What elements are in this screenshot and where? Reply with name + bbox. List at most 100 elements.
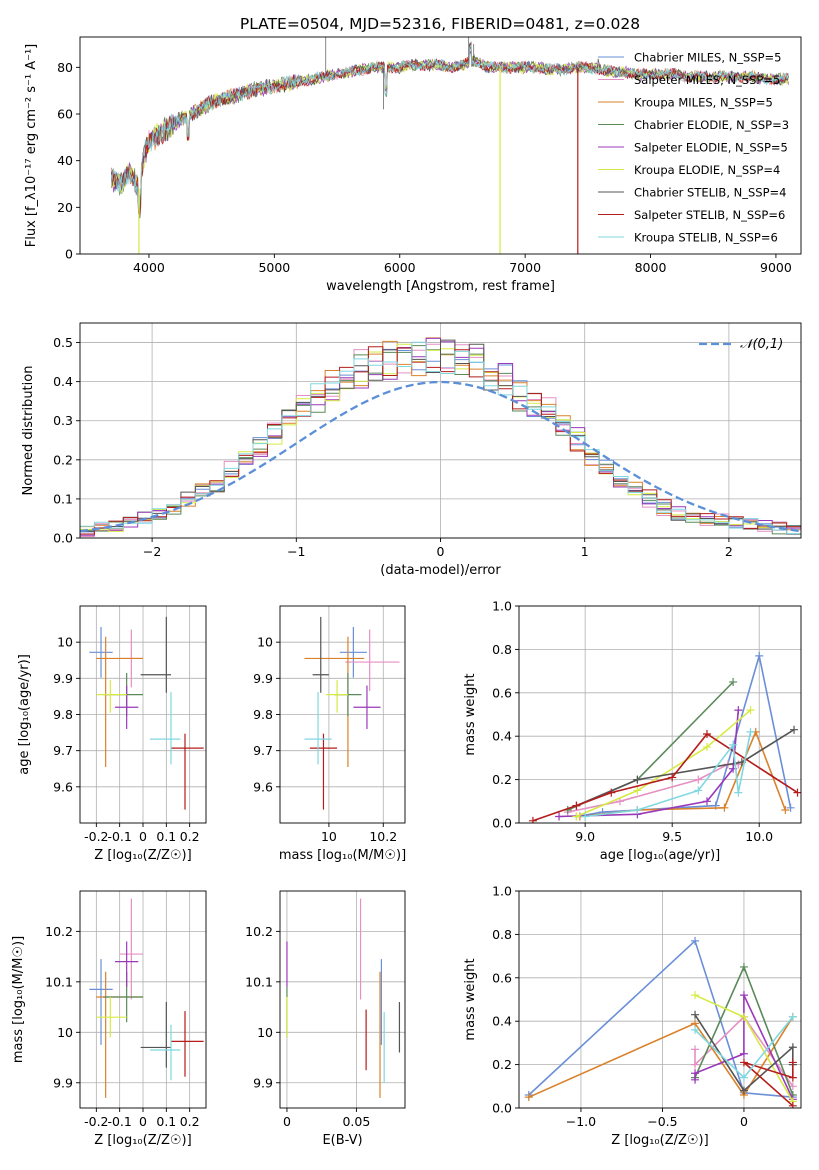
x-tick-label: 9000 (760, 260, 792, 275)
y-axis-label: mass weight (463, 958, 478, 1040)
y-tick-label: 9.7 (53, 743, 73, 758)
x-tick-label: -0.1 (107, 829, 131, 844)
normal-curve (80, 380, 801, 533)
residuals-panel: −2 −1 0 1 2 0.0 0.1 0.2 0.3 0.4 0.5 (data-model)/er… (21, 322, 802, 578)
x-tick-label: 9.5 (662, 829, 682, 844)
weight-point-marker (739, 962, 748, 971)
x-tick-label: −1.0 (566, 1114, 596, 1129)
weight-point-marker (668, 773, 677, 782)
x-axis-label: Z [log₁₀(Z/Z☉)] (94, 848, 191, 863)
weight-point-marker (691, 1060, 700, 1069)
plot-area (80, 337, 801, 538)
y-axis-label: Flux [f_λ10⁻¹⁷ erg cm⁻² s⁻¹ A⁻¹] (24, 44, 39, 248)
weight-point-marker (729, 740, 738, 749)
y-tick-label: 1.0 (492, 884, 512, 899)
x-tick-label: −1 (287, 544, 305, 559)
legend-label: Salpeter MILES, N_SSP=5 (634, 73, 780, 87)
legend-label: Chabrier ELODIE, N_SSP=3 (634, 118, 789, 132)
y-tick-label: 80 (57, 60, 73, 75)
x-tick-label: 2 (725, 544, 733, 559)
axes-decoration: -0.2-0.1 0 0.1 0.2 9.6 9.7 9.8 9.9 10 Z [log₁₀(Z/… (17, 605, 207, 863)
y-axis-label: Normed distribution (21, 366, 36, 496)
weight-point-marker (691, 991, 700, 1000)
x-tick-label: 0.1 (156, 1114, 176, 1129)
x-tick-label: 0 (139, 829, 147, 844)
x-axis-label: E(B-V) (322, 1133, 362, 1148)
y-tick-label: 0.4 (53, 374, 73, 389)
plot-area (524, 936, 797, 1108)
y-tick-label: 0.5 (53, 335, 73, 350)
axes-decoration: 9.0 9.5 10.0 0.0 0.2 0.4 0.6 0.8 1.0 age [log₁₀(a… (463, 599, 802, 863)
legend-label: 𝒩(0,1) (740, 337, 783, 352)
weight-point-marker (720, 803, 729, 812)
plot-area (89, 616, 204, 810)
plot-area (89, 898, 204, 1098)
weight-point-marker (788, 1058, 797, 1067)
y-axis-label: mass [log₁₀(M/M☉)] (11, 936, 26, 1063)
weight-vs-metallicity-panel: −1.0 −0.5 0 0.0 0.2 0.4 0.6 0.8 1.0 Z [log₁₀(Z/Z☉… (463, 884, 802, 1148)
weight-point-marker (790, 725, 799, 734)
y-tick-label: 10.2 (245, 924, 273, 939)
axes-frame (518, 890, 802, 1109)
legend-label: Kroupa MILES, N_SSP=5 (634, 96, 773, 110)
legend: 𝒩(0,1) (699, 337, 783, 352)
weight-point-marker (691, 1025, 700, 1034)
weight-point-marker (739, 1073, 748, 1082)
y-tick-label: 0.2 (492, 1057, 512, 1072)
y-tick-label: 0.6 (492, 970, 512, 985)
weight-point-marker (788, 1073, 797, 1082)
weight-series-line (694, 1015, 794, 1087)
y-tick-label: 0.8 (492, 927, 512, 942)
weight-point-marker (555, 812, 564, 821)
x-axis-label: wavelength [Angstrom, rest frame] (326, 279, 555, 294)
axes-frame (279, 890, 406, 1109)
x-tick-label: 10 (321, 829, 337, 844)
y-tick-label: 10.2 (45, 924, 73, 939)
y-tick-label: 0.6 (492, 685, 512, 700)
legend-label: Salpeter STELIB, N_SSP=6 (634, 208, 785, 222)
y-tick-label: 9.9 (253, 671, 273, 686)
weight-point-marker (524, 1093, 533, 1102)
spectrum-panel: 4000 5000 6000 7000 8000 9000 0 20 40 60 80 wavelen… (24, 36, 802, 294)
weight-series-line (585, 731, 752, 818)
weight-point-marker (746, 727, 755, 736)
weight-point-marker (633, 786, 642, 795)
legend-label: Salpeter ELODIE, N_SSP=5 (634, 141, 788, 155)
histogram-series (80, 341, 801, 538)
weight-point-marker (781, 805, 790, 814)
y-axis-label: mass weight (463, 673, 478, 755)
weight-series-line (528, 1016, 794, 1098)
x-axis-label: Z [log₁₀(Z/Z☉)] (94, 1133, 191, 1148)
x-tick-label: 0.2 (180, 829, 200, 844)
y-tick-label: 9.9 (53, 1075, 73, 1090)
weight-point-marker (739, 1012, 748, 1021)
y-tick-label: 0.3 (53, 413, 73, 428)
x-tick-label: 8000 (635, 260, 667, 275)
y-tick-label: 0.1 (53, 491, 73, 506)
x-tick-label: 0 (139, 1114, 147, 1129)
weight-point-marker (694, 775, 703, 784)
axes-decoration: −1.0 −0.5 0 0.0 0.2 0.4 0.6 0.8 1.0 Z [log₁₀(Z/Z☉… (463, 884, 802, 1148)
weight-point-marker (703, 797, 711, 806)
x-tick-label: 0.05 (342, 1114, 370, 1129)
weight-series-line (558, 710, 740, 818)
age-vs-metallicity-panel: -0.2-0.1 0 0.1 0.2 9.6 9.7 9.8 9.9 10 Z [log₁₀(Z/… (17, 605, 207, 863)
y-tick-label: 9.6 (53, 779, 73, 794)
y-tick-label: 0.0 (53, 531, 73, 546)
y-tick-label: 10 (57, 635, 73, 650)
x-tick-label: 0 (437, 544, 445, 559)
y-tick-label: 0.2 (53, 452, 73, 467)
weight-point-marker (734, 788, 743, 797)
weight-point-marker (528, 816, 537, 823)
legend-label: Kroupa ELODIE, N_SSP=4 (634, 163, 780, 177)
weight-point-marker (572, 812, 581, 821)
x-tick-label: 10.0 (745, 829, 773, 844)
y-tick-label: 10 (257, 1025, 273, 1040)
weight-point-marker (633, 805, 642, 814)
axes-decoration: 4000 5000 6000 7000 8000 9000 0 20 40 60 80 wavelen… (24, 36, 802, 294)
x-tick-label: 0 (283, 1114, 291, 1129)
plot-area (286, 898, 401, 1098)
x-tick-label: 4000 (133, 260, 165, 275)
x-tick-label: 0.1 (156, 829, 176, 844)
y-tick-label: 9.9 (53, 671, 73, 686)
